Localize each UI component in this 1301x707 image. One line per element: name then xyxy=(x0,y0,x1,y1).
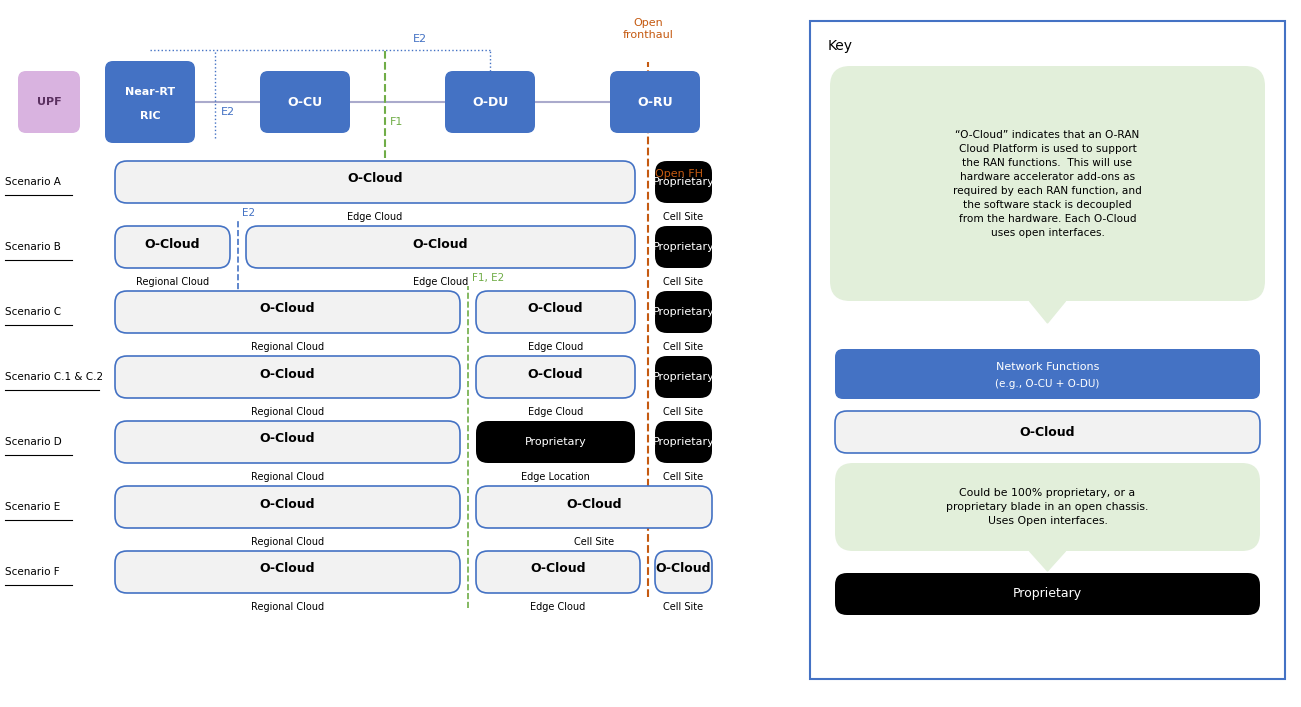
FancyBboxPatch shape xyxy=(654,161,712,203)
Text: E2: E2 xyxy=(242,208,255,218)
FancyBboxPatch shape xyxy=(114,161,635,203)
FancyBboxPatch shape xyxy=(476,486,712,528)
Text: O-Cloud: O-Cloud xyxy=(260,368,315,380)
FancyBboxPatch shape xyxy=(830,66,1265,301)
FancyBboxPatch shape xyxy=(476,291,635,333)
FancyBboxPatch shape xyxy=(654,291,712,333)
Text: O-Cloud: O-Cloud xyxy=(1020,426,1075,438)
FancyBboxPatch shape xyxy=(654,551,712,593)
Text: Regional Cloud: Regional Cloud xyxy=(251,472,324,482)
Text: O-Cloud: O-Cloud xyxy=(656,563,712,575)
FancyBboxPatch shape xyxy=(260,71,350,133)
Text: Could be 100% proprietary, or a
proprietary blade in an open chassis.
Uses Open : Could be 100% proprietary, or a propriet… xyxy=(946,488,1149,526)
FancyBboxPatch shape xyxy=(114,356,461,398)
Text: O-RU: O-RU xyxy=(637,95,673,108)
Text: Proprietary: Proprietary xyxy=(653,307,714,317)
Text: Regional Cloud: Regional Cloud xyxy=(251,342,324,352)
FancyBboxPatch shape xyxy=(114,551,461,593)
Text: Proprietary: Proprietary xyxy=(524,437,587,447)
Polygon shape xyxy=(1029,301,1066,323)
FancyBboxPatch shape xyxy=(654,226,712,268)
Text: O-Cloud: O-Cloud xyxy=(144,238,200,250)
Text: Cell Site: Cell Site xyxy=(664,342,704,352)
FancyBboxPatch shape xyxy=(114,291,461,333)
Text: O-Cloud: O-Cloud xyxy=(347,173,403,185)
Polygon shape xyxy=(1029,551,1066,571)
Text: Scenario A: Scenario A xyxy=(5,177,61,187)
Text: Cell Site: Cell Site xyxy=(574,537,614,547)
Text: Proprietary: Proprietary xyxy=(653,437,714,447)
Text: Edge Cloud: Edge Cloud xyxy=(528,407,583,417)
FancyBboxPatch shape xyxy=(835,573,1259,615)
Text: Regional Cloud: Regional Cloud xyxy=(251,602,324,612)
FancyBboxPatch shape xyxy=(445,71,535,133)
FancyBboxPatch shape xyxy=(114,486,461,528)
Text: O-Cloud: O-Cloud xyxy=(566,498,622,510)
Text: RIC: RIC xyxy=(139,111,160,121)
Text: O-Cloud: O-Cloud xyxy=(260,303,315,315)
Text: Proprietary: Proprietary xyxy=(1013,588,1082,600)
Text: Edge Cloud: Edge Cloud xyxy=(412,277,468,287)
Text: Network Functions: Network Functions xyxy=(995,362,1099,372)
Text: O-Cloud: O-Cloud xyxy=(528,303,583,315)
FancyBboxPatch shape xyxy=(835,411,1259,453)
Text: (e.g., O-CU + O-DU): (e.g., O-CU + O-DU) xyxy=(995,379,1099,389)
Text: F1: F1 xyxy=(390,117,403,127)
Text: O-Cloud: O-Cloud xyxy=(528,368,583,380)
FancyBboxPatch shape xyxy=(476,551,640,593)
FancyBboxPatch shape xyxy=(476,421,635,463)
Text: Regional Cloud: Regional Cloud xyxy=(135,277,209,287)
Text: Cell Site: Cell Site xyxy=(664,277,704,287)
Text: Cell Site: Cell Site xyxy=(664,602,704,612)
Text: O-DU: O-DU xyxy=(472,95,509,108)
Text: O-CU: O-CU xyxy=(288,95,323,108)
Text: Edge Location: Edge Location xyxy=(522,472,589,482)
Text: E2: E2 xyxy=(221,107,235,117)
FancyBboxPatch shape xyxy=(114,421,461,463)
FancyBboxPatch shape xyxy=(105,61,195,143)
Text: Scenario C.1 & C.2: Scenario C.1 & C.2 xyxy=(5,372,103,382)
FancyBboxPatch shape xyxy=(835,349,1259,399)
Text: Edge Cloud: Edge Cloud xyxy=(347,212,402,222)
FancyBboxPatch shape xyxy=(654,421,712,463)
Text: O-Cloud: O-Cloud xyxy=(531,563,585,575)
FancyBboxPatch shape xyxy=(18,71,79,133)
FancyBboxPatch shape xyxy=(654,356,712,398)
Text: “O-Cloud” indicates that an O-RAN
Cloud Platform is used to support
the RAN func: “O-Cloud” indicates that an O-RAN Cloud … xyxy=(954,129,1142,238)
Text: F1, E2: F1, E2 xyxy=(472,273,505,283)
FancyBboxPatch shape xyxy=(835,463,1259,551)
Text: Scenario C: Scenario C xyxy=(5,307,61,317)
FancyBboxPatch shape xyxy=(610,71,700,133)
Text: Proprietary: Proprietary xyxy=(653,372,714,382)
Text: Open
fronthaul: Open fronthaul xyxy=(623,18,674,40)
Text: O-Cloud: O-Cloud xyxy=(260,498,315,510)
Bar xyxy=(811,21,1285,679)
Text: Regional Cloud: Regional Cloud xyxy=(251,537,324,547)
Text: Cell Site: Cell Site xyxy=(664,212,704,222)
FancyBboxPatch shape xyxy=(476,356,635,398)
Text: Proprietary: Proprietary xyxy=(653,242,714,252)
Text: Open FH: Open FH xyxy=(654,169,703,179)
Text: E2: E2 xyxy=(412,34,427,44)
Text: Regional Cloud: Regional Cloud xyxy=(251,407,324,417)
Text: Scenario E: Scenario E xyxy=(5,502,60,512)
FancyBboxPatch shape xyxy=(246,226,635,268)
Text: Proprietary: Proprietary xyxy=(653,177,714,187)
Text: O-Cloud: O-Cloud xyxy=(260,563,315,575)
Text: UPF: UPF xyxy=(36,97,61,107)
Text: Near-RT: Near-RT xyxy=(125,87,176,97)
Text: O-Cloud: O-Cloud xyxy=(260,433,315,445)
Text: Edge Cloud: Edge Cloud xyxy=(528,342,583,352)
FancyBboxPatch shape xyxy=(114,226,230,268)
Text: Key: Key xyxy=(827,39,853,53)
Text: O-Cloud: O-Cloud xyxy=(412,238,468,250)
Text: Scenario B: Scenario B xyxy=(5,242,61,252)
Text: Cell Site: Cell Site xyxy=(664,472,704,482)
Text: Scenario F: Scenario F xyxy=(5,567,60,577)
Text: Scenario D: Scenario D xyxy=(5,437,61,447)
Text: Cell Site: Cell Site xyxy=(664,407,704,417)
Text: Edge Cloud: Edge Cloud xyxy=(531,602,585,612)
